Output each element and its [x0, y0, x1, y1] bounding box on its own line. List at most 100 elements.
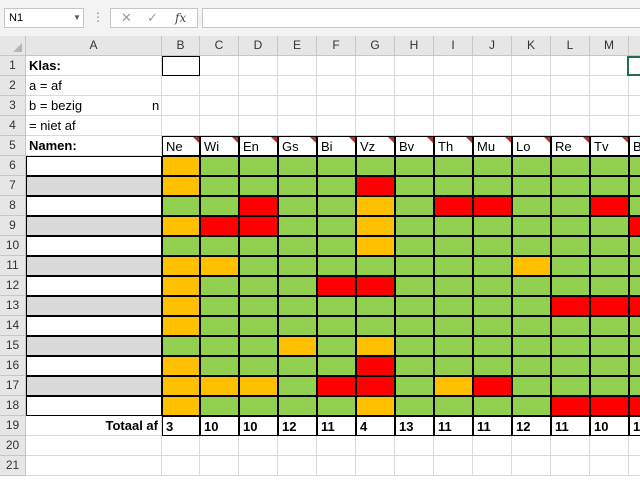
status-cell[interactable]	[395, 276, 434, 296]
row-header[interactable]: 1	[0, 56, 26, 76]
status-cell[interactable]	[395, 296, 434, 316]
cell[interactable]	[317, 436, 356, 456]
status-cell[interactable]	[629, 196, 640, 216]
row-header[interactable]: 3	[0, 96, 26, 116]
status-cell[interactable]	[317, 356, 356, 376]
subject-header[interactable]: Bi	[317, 136, 356, 156]
cell[interactable]	[551, 116, 590, 136]
status-cell[interactable]	[473, 336, 512, 356]
column-header[interactable]	[629, 36, 640, 56]
total-cell[interactable]: 13	[395, 416, 434, 436]
student-name-cell[interactable]	[26, 176, 162, 196]
status-cell[interactable]	[278, 276, 317, 296]
cell[interactable]	[473, 436, 512, 456]
status-cell[interactable]	[551, 376, 590, 396]
student-name-cell[interactable]	[26, 316, 162, 336]
status-cell[interactable]	[512, 316, 551, 336]
total-cell[interactable]: 11	[551, 416, 590, 436]
student-name-cell[interactable]	[26, 376, 162, 396]
status-cell[interactable]	[395, 256, 434, 276]
subject-header[interactable]: Wi	[200, 136, 239, 156]
cell[interactable]	[200, 96, 239, 116]
status-cell[interactable]	[200, 216, 239, 236]
status-cell[interactable]	[317, 236, 356, 256]
status-cell[interactable]	[278, 176, 317, 196]
status-cell[interactable]	[239, 336, 278, 356]
student-name-cell[interactable]	[26, 236, 162, 256]
status-cell[interactable]	[200, 176, 239, 196]
cell[interactable]	[278, 76, 317, 96]
subject-header[interactable]: Lo	[512, 136, 551, 156]
total-cell[interactable]: 3	[162, 416, 200, 436]
status-cell[interactable]	[434, 276, 473, 296]
cell[interactable]	[395, 436, 434, 456]
row-header[interactable]: 5	[0, 136, 26, 156]
cell[interactable]	[629, 116, 640, 136]
cell[interactable]	[629, 76, 640, 96]
row-header[interactable]: 14	[0, 316, 26, 336]
status-cell[interactable]	[239, 216, 278, 236]
total-cell[interactable]: 12	[278, 416, 317, 436]
status-cell[interactable]	[629, 396, 640, 416]
formula-input[interactable]	[202, 8, 640, 28]
cell[interactable]	[512, 456, 551, 476]
total-cell[interactable]: 11	[434, 416, 473, 436]
status-cell[interactable]	[395, 176, 434, 196]
status-cell[interactable]	[590, 256, 629, 276]
row-header[interactable]: 20	[0, 436, 26, 456]
cell[interactable]	[239, 116, 278, 136]
subject-header[interactable]: Tv	[590, 136, 629, 156]
total-cell[interactable]: 10	[239, 416, 278, 436]
status-cell[interactable]	[162, 376, 200, 396]
status-cell[interactable]	[278, 336, 317, 356]
status-cell[interactable]	[473, 396, 512, 416]
status-cell[interactable]	[395, 396, 434, 416]
status-cell[interactable]	[434, 316, 473, 336]
status-cell[interactable]	[395, 336, 434, 356]
row-header[interactable]: 18	[0, 396, 26, 416]
cell[interactable]	[356, 116, 395, 136]
column-header[interactable]: I	[434, 36, 473, 56]
status-cell[interactable]	[278, 256, 317, 276]
status-cell[interactable]	[162, 236, 200, 256]
status-cell[interactable]	[512, 176, 551, 196]
status-cell[interactable]	[356, 236, 395, 256]
status-cell[interactable]	[512, 276, 551, 296]
status-cell[interactable]	[162, 216, 200, 236]
cell[interactable]	[200, 456, 239, 476]
cell[interactable]	[278, 436, 317, 456]
legend-af[interactable]: a = af	[26, 76, 162, 96]
status-cell[interactable]	[551, 216, 590, 236]
status-cell[interactable]	[317, 296, 356, 316]
status-cell[interactable]	[317, 376, 356, 396]
cell[interactable]	[434, 96, 473, 116]
cell[interactable]	[434, 456, 473, 476]
status-cell[interactable]	[239, 196, 278, 216]
status-cell[interactable]	[356, 176, 395, 196]
cell[interactable]	[317, 56, 356, 76]
status-cell[interactable]	[162, 356, 200, 376]
cell[interactable]	[162, 96, 200, 116]
status-cell[interactable]	[395, 356, 434, 376]
status-cell[interactable]	[590, 336, 629, 356]
cell[interactable]	[590, 116, 629, 136]
status-cell[interactable]	[590, 356, 629, 376]
status-cell[interactable]	[356, 196, 395, 216]
row-header[interactable]: 6	[0, 156, 26, 176]
row-header[interactable]: 11	[0, 256, 26, 276]
subject-header[interactable]: Bv	[395, 136, 434, 156]
status-cell[interactable]	[356, 336, 395, 356]
status-cell[interactable]	[551, 396, 590, 416]
column-header[interactable]: J	[473, 36, 512, 56]
insert-function-icon[interactable]: fx	[175, 11, 187, 25]
row-header[interactable]: 8	[0, 196, 26, 216]
status-cell[interactable]	[239, 256, 278, 276]
cell[interactable]	[162, 436, 200, 456]
student-name-cell[interactable]	[26, 216, 162, 236]
column-header[interactable]: B	[162, 36, 200, 56]
status-cell[interactable]	[473, 236, 512, 256]
status-cell[interactable]	[200, 336, 239, 356]
cell[interactable]	[356, 56, 395, 76]
cell[interactable]	[356, 436, 395, 456]
status-cell[interactable]	[356, 396, 395, 416]
